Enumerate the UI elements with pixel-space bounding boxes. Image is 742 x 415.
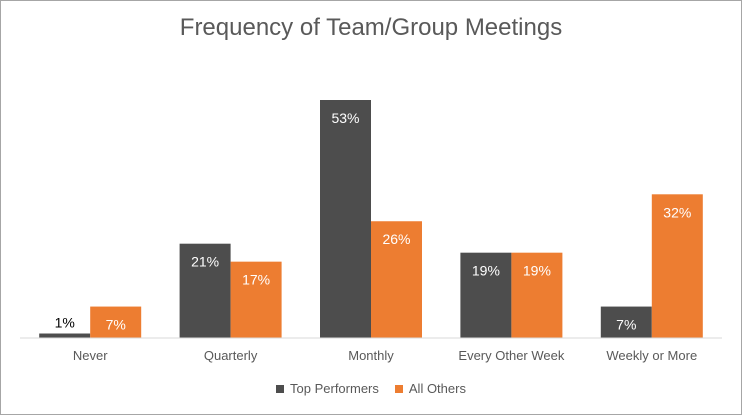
data-label-all-others-every-other-week: 19% [523, 263, 551, 279]
bar-top-performers-monthly [320, 100, 371, 338]
data-label-top-performers-monthly: 53% [331, 110, 359, 126]
data-label-top-performers-weekly-or-more: 7% [616, 317, 636, 333]
data-label-all-others-quarterly: 17% [242, 272, 270, 288]
chart-title: Frequency of Team/Group Meetings [179, 14, 563, 41]
data-label-all-others-weekly-or-more: 32% [663, 204, 691, 220]
bar-all-others-never [90, 306, 142, 338]
data-label-top-performers-quarterly: 21% [191, 254, 219, 270]
x-tick-label-monthly: Monthly [348, 348, 394, 363]
data-label-top-performers-every-other-week: 19% [472, 263, 500, 279]
bar-all-others-weekly-or-more [651, 194, 703, 338]
bar-all-others-monthly [371, 221, 422, 338]
bar-top-performers-every-other-week [460, 252, 512, 338]
bar-top-performers-weekly-or-more [600, 306, 652, 338]
x-tick-label-every-other-week: Every Other Week [458, 348, 564, 363]
legend-swatch-all-others [394, 384, 403, 393]
legend: Top Performers All Others [0, 381, 742, 396]
data-label-top-performers-never: 1% [55, 315, 75, 331]
data-label-all-others-never: 7% [106, 317, 126, 333]
legend-label-all-others: All Others [408, 381, 466, 396]
x-tick-label-quarterly: Quarterly [204, 348, 258, 363]
legend-swatch-top-performers [276, 384, 285, 393]
bar-top-performers-quarterly [179, 243, 231, 338]
legend-label-top-performers: Top Performers [290, 381, 379, 396]
legend-item-all-others: All Others [394, 381, 466, 396]
bar-top-performers-never [39, 333, 91, 338]
bar-all-others-quarterly [230, 261, 282, 338]
data-label-all-others-monthly: 26% [382, 231, 410, 247]
x-tick-label-weekly-or-more: Weekly or More [606, 348, 697, 363]
bar-all-others-every-other-week [511, 252, 563, 338]
legend-item-top-performers: Top Performers [276, 381, 379, 396]
x-tick-label-never: Never [73, 348, 108, 363]
